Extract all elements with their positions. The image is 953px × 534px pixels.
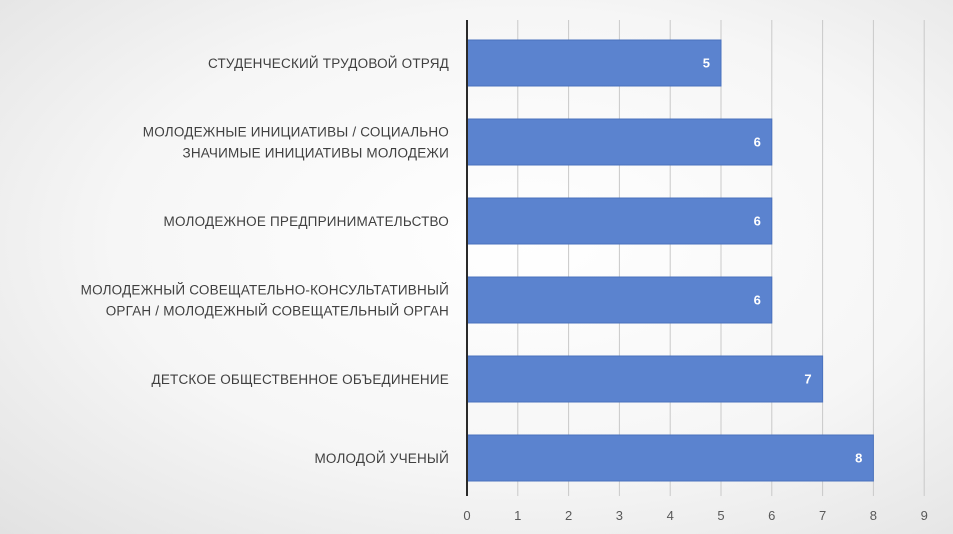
data-label: 8	[855, 451, 862, 466]
category-label: ЗНАЧИМЫЕ ИНИЦИАТИВЫ МОЛОДЕЖИ	[182, 146, 449, 161]
bar	[466, 434, 874, 482]
category-label: МОЛОДЕЖНЫЕ ИНИЦИАТИВЫ / СОЦИАЛЬНО	[143, 125, 449, 140]
category-label: МОЛОДОЙ УЧЕНЫЙ	[314, 451, 449, 466]
x-tick-label: 1	[514, 508, 521, 523]
bar	[466, 197, 773, 245]
bar	[466, 355, 824, 403]
data-label: 5	[703, 56, 710, 71]
data-label: 6	[754, 214, 761, 229]
x-tick-label: 0	[463, 508, 470, 523]
x-tick-label: 5	[717, 508, 724, 523]
category-label: ОРГАН / МОЛОДЕЖНЫЙ СОВЕЩАТЕЛЬНЫЙ ОРГАН	[106, 304, 449, 319]
category-label: МОЛОДЕЖНЫЙ СОВЕЩАТЕЛЬНО-КОНСУЛЬТАТИВНЫЙ	[81, 283, 449, 298]
x-tick-label: 3	[616, 508, 623, 523]
x-tick-label: 4	[667, 508, 674, 523]
x-tick-label: 2	[565, 508, 572, 523]
labels: 0 1 2 3 4 5 6 7 8 9 5 СТУДЕНЧЕСКИЙ ТРУДОВОЙ ОТРЯД 6 М…	[81, 56, 928, 524]
x-tick-label: 9	[921, 508, 928, 523]
category-label: ДЕТСКОЕ ОБЩЕСТВЕННОЕ ОБЪЕДИНЕНИЕ	[151, 372, 449, 387]
data-label: 7	[804, 372, 811, 387]
bar	[466, 276, 773, 324]
data-label: 6	[754, 135, 761, 150]
x-tick-label: 8	[870, 508, 877, 523]
data-label: 6	[754, 293, 761, 308]
bar	[466, 118, 773, 166]
x-tick-label: 7	[819, 508, 826, 523]
category-label: МОЛОДЕЖНОЕ ПРЕДПРИНИМАТЕЛЬСТВО	[164, 214, 449, 229]
bars	[466, 39, 874, 482]
x-tick-label: 6	[768, 508, 775, 523]
bar	[466, 39, 722, 87]
gridlines	[517, 20, 925, 496]
category-label: СТУДЕНЧЕСКИЙ ТРУДОВОЙ ОТРЯД	[208, 56, 449, 71]
